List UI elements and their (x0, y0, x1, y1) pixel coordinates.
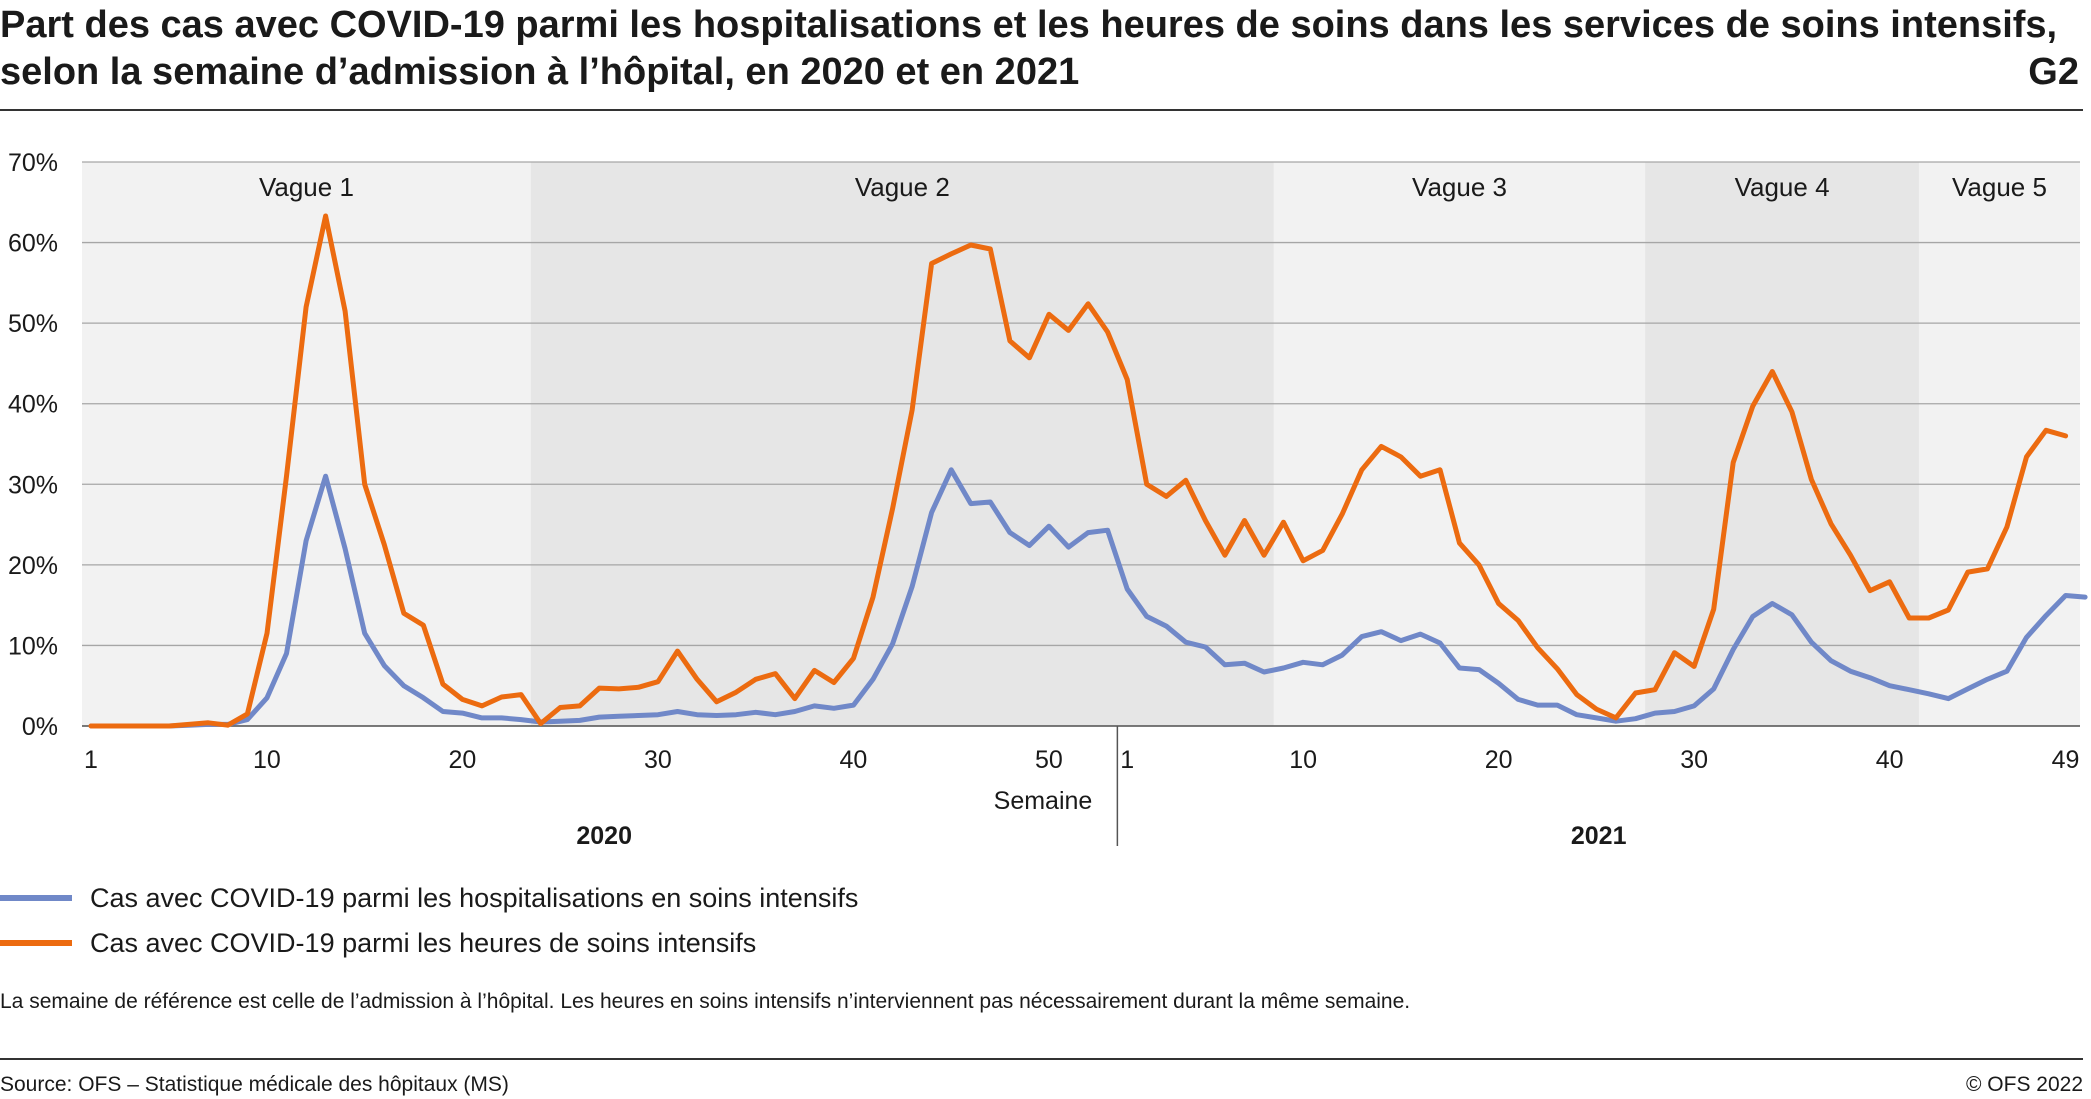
x-tick-label: 20 (449, 746, 477, 774)
footer-rule (0, 1058, 2083, 1060)
y-tick-label: 60% (8, 230, 58, 258)
x-tick-label: 49 (2052, 746, 2080, 774)
x-tick-label: 50 (1035, 746, 1063, 774)
y-tick-label: 10% (8, 632, 58, 660)
chart-title-line-2: selon la semaine d’admission à l’hôpital… (0, 51, 1080, 93)
copyright-text: © OFS 2022 (1965, 1073, 2083, 1096)
year-label-2020: 2020 (576, 822, 632, 850)
year-label-2021: 2021 (1571, 822, 1627, 850)
legend-swatch-hospitalisations (0, 895, 72, 901)
wave-label: Vague 3 (1412, 172, 1507, 202)
wave-band (1918, 162, 2080, 726)
x-tick-label: 1 (84, 746, 98, 774)
series-line-heures (88, 213, 2069, 729)
y-tick-label: 30% (8, 471, 58, 499)
wave-band (1273, 162, 1646, 726)
x-tick-label: 40 (1876, 746, 1904, 774)
x-axis-label: Semaine (994, 787, 1093, 815)
legend-label-heures: Cas avec COVID-19 parmi les heures de so… (90, 928, 757, 958)
chart-title-line-1: Part des cas avec COVID-19 parmi les hos… (0, 4, 2058, 46)
x-tick-label: 10 (253, 746, 281, 774)
x-tick-label: 30 (1680, 746, 1708, 774)
wave-band (1645, 162, 1919, 726)
x-tick-label: 10 (1289, 746, 1317, 774)
legend-swatch-heures (0, 940, 72, 946)
y-tick-label: 40% (8, 391, 58, 419)
title-rule (0, 109, 2083, 111)
x-tick-label: 40 (840, 746, 868, 774)
wave-band (530, 162, 1274, 726)
chart-code: G2 (2028, 51, 2079, 93)
y-tick-label: 20% (8, 552, 58, 580)
wave-label: Vague 2 (855, 172, 950, 202)
footnote: La semaine de référence est celle de l’a… (0, 990, 1411, 1013)
wave-label: Vague 5 (1952, 172, 2047, 202)
y-tick-label: 70% (8, 149, 58, 177)
wave-label: Vague 1 (259, 172, 354, 202)
x-tick-label: 1 (1120, 746, 1134, 774)
x-tick-label: 20 (1485, 746, 1513, 774)
x-tick-label: 30 (644, 746, 672, 774)
y-tick-label: 50% (8, 310, 58, 338)
wave-label: Vague 4 (1735, 172, 1830, 202)
series-line-hospitalisations (88, 467, 2088, 729)
line-chart: Vague 1 Vague 2 Vague 3 Vague 4 Vague 5 0% 10%… (8, 149, 2088, 850)
wave-band (82, 162, 531, 726)
legend-label-hospitalisations: Cas avec COVID-19 parmi les hospitalisat… (90, 883, 859, 913)
y-tick-label: 0% (22, 713, 58, 741)
source-text: Source: OFS – Statistique médicale des h… (0, 1073, 509, 1096)
chart-title: Part des cas avec COVID-19 parmi les hos… (0, 2, 2057, 96)
